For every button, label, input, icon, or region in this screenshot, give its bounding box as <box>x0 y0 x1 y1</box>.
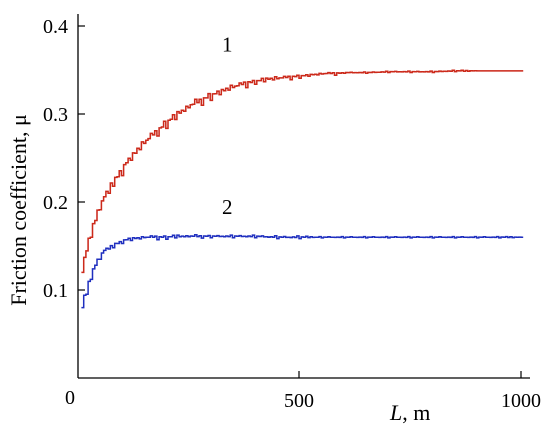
axes <box>77 14 530 379</box>
y-tick-label: 0.1 <box>43 280 68 302</box>
x-tick-label: 1000 <box>501 390 541 412</box>
y-tick-label: 0.2 <box>43 192 68 214</box>
x-tick-label: 500 <box>284 390 314 412</box>
curve-label-1: 1 <box>222 32 233 56</box>
curve-label-2: 2 <box>222 195 233 219</box>
curve-labels: 12 <box>222 32 233 219</box>
series-1-band <box>81 69 524 274</box>
origin-label: 0 <box>65 387 75 409</box>
labels: Friction coefficient, μ L, m 0 <box>6 114 430 425</box>
ticks: 0.1 0.2 0.3 0.4 500 1000 <box>43 16 541 412</box>
x-axis-unit: , m <box>402 400 430 425</box>
y-tick-label: 0.3 <box>43 104 68 126</box>
series-2-line <box>81 234 524 309</box>
y-tick-label: 0.4 <box>43 16 68 38</box>
y-axis-title: Friction coefficient, μ <box>6 114 31 306</box>
x-axis-title: L, m <box>389 400 430 425</box>
x-axis-var: L <box>389 400 402 425</box>
series-layer <box>81 69 524 309</box>
series-1-line <box>81 69 524 274</box>
